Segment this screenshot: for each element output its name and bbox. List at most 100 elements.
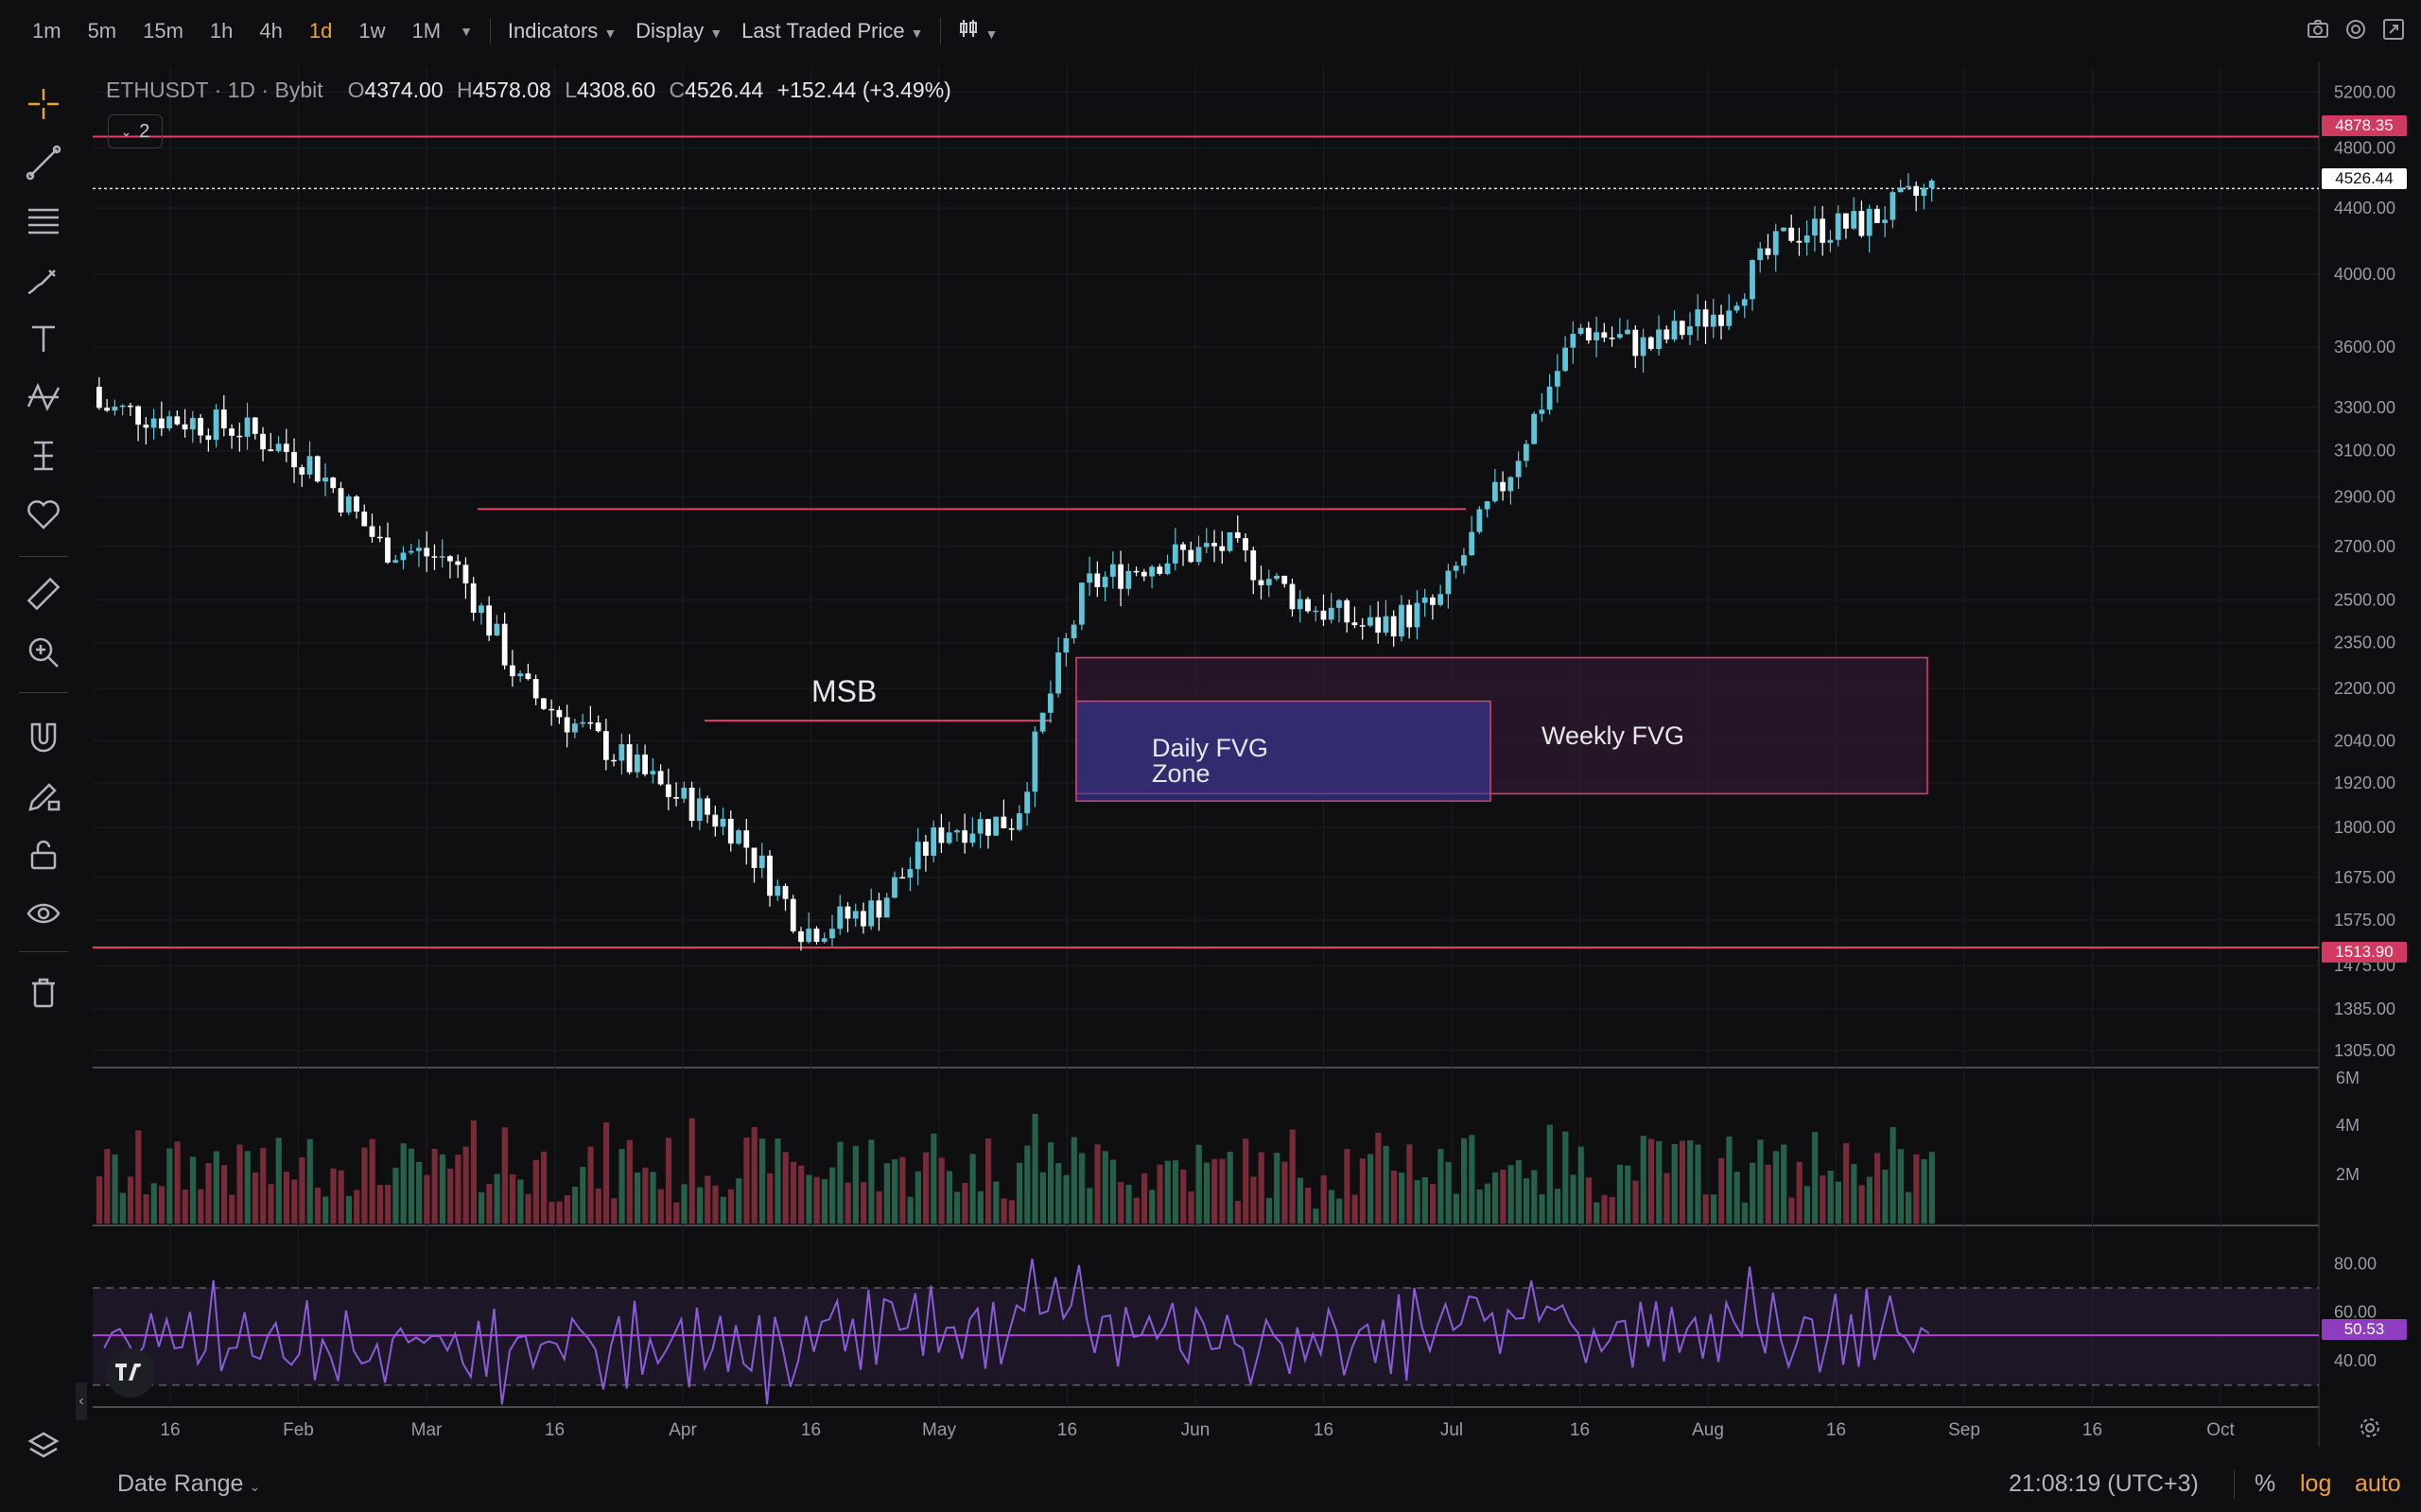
collapse-panel-handle[interactable]: ‹	[76, 1382, 87, 1420]
volume-bar	[1094, 1144, 1101, 1224]
daily-fvg-zone	[1075, 700, 1491, 802]
candle-body	[1647, 337, 1654, 350]
close-key: C	[669, 78, 686, 102]
timeframe-5m[interactable]: 5m	[87, 19, 117, 43]
chevron-down-icon: ▼	[603, 26, 618, 41]
camera-icon[interactable]	[2306, 17, 2330, 42]
time-tick-label: Jul	[1440, 1420, 1463, 1440]
auto-scale-toggle[interactable]: auto	[2355, 1470, 2401, 1497]
volume-bar	[112, 1154, 118, 1224]
zoom-tool[interactable]	[21, 630, 66, 675]
volume-bar	[1047, 1142, 1054, 1224]
candle-body	[479, 605, 484, 614]
lock-tool[interactable]	[21, 832, 66, 878]
candle-body	[119, 405, 126, 408]
display-button[interactable]: Display ▼	[626, 19, 732, 43]
volume-bar	[1055, 1163, 1062, 1224]
measure-tool[interactable]	[21, 433, 66, 478]
fullscreen-icon[interactable]	[2381, 17, 2406, 42]
timeframe-1M[interactable]: 1M	[411, 19, 442, 43]
candle-body	[220, 409, 227, 429]
candle-body	[1523, 443, 1529, 461]
volume-bar	[1632, 1180, 1639, 1224]
lock-drawing-tool[interactable]	[21, 773, 66, 819]
candle-body	[1274, 575, 1280, 580]
candle-body	[268, 449, 274, 452]
indicators-label: Indicators	[507, 19, 599, 43]
tradingview-logo[interactable]	[106, 1348, 155, 1398]
volume-bar	[1476, 1189, 1483, 1224]
text-tool[interactable]	[21, 316, 66, 361]
volume-bar	[189, 1156, 197, 1224]
candle-body	[681, 788, 688, 799]
timeframe-1h[interactable]: 1h	[209, 19, 234, 43]
date-range-button[interactable]: Date Range ⌄	[117, 1470, 260, 1498]
chart-type-button[interactable]: ▼	[949, 18, 1007, 44]
volume-bar	[143, 1194, 149, 1224]
candle-body	[1679, 321, 1685, 336]
candle-body	[1289, 583, 1296, 610]
candle-body	[1336, 600, 1342, 608]
axes: 5200.00 4800.00 4400.00 4000.00 3600.00 3300.…	[160, 83, 2395, 1440]
horizontal-lines-tool[interactable]	[21, 199, 66, 244]
volume-bar	[587, 1146, 594, 1224]
time-tick-label: Jun	[1181, 1420, 1210, 1440]
price-tick-label: 2700.00	[2334, 537, 2395, 556]
bottom-divider	[2234, 1470, 2235, 1499]
brush-tool[interactable]	[21, 257, 66, 303]
timeframe-4h[interactable]: 4h	[259, 19, 283, 43]
text-icon	[32, 325, 55, 352]
percent-scale-toggle[interactable]: %	[2255, 1470, 2276, 1497]
layers-icon	[27, 1432, 60, 1458]
candle-body	[962, 830, 968, 843]
timeframe-15m[interactable]: 15m	[143, 19, 183, 43]
settings-icon[interactable]	[2343, 17, 2368, 42]
volume-bar	[1243, 1138, 1249, 1224]
volume-bar	[1469, 1135, 1475, 1224]
candle-body	[1243, 538, 1248, 551]
volume-bar	[369, 1138, 375, 1224]
time-tick-label: Sep	[1948, 1420, 1980, 1440]
timeframe-1w[interactable]: 1w	[358, 19, 386, 43]
ruler-tool[interactable]	[21, 571, 66, 617]
candle-body	[135, 406, 142, 426]
indicators-button[interactable]: Indicators ▼	[498, 19, 626, 43]
visibility-tool[interactable]	[21, 891, 66, 936]
log-scale-toggle[interactable]: log	[2300, 1470, 2332, 1497]
symbol-name[interactable]: ETHUSDT · 1D · Bybit	[106, 78, 323, 102]
trend-line-tool[interactable]	[21, 140, 66, 185]
price-source-button[interactable]: Last Traded Price ▼	[732, 19, 932, 43]
volume-bar	[494, 1173, 500, 1224]
candle-body	[1906, 185, 1911, 188]
pattern-tool[interactable]	[21, 374, 66, 420]
axis-settings-button[interactable]	[2357, 1415, 2383, 1446]
volume-bar	[220, 1165, 228, 1224]
favorites-tool[interactable]	[21, 492, 66, 537]
price-tick-label: 1675.00	[2334, 868, 2395, 887]
clock-text[interactable]: 21:08:19 (UTC+3)	[2009, 1470, 2199, 1497]
candle-body	[1008, 827, 1015, 830]
timeframe-1d[interactable]: 1d	[308, 19, 333, 43]
magnet-tool[interactable]	[21, 715, 66, 760]
candle-body	[602, 731, 609, 760]
candle-body	[1055, 652, 1062, 694]
candle-body	[1351, 622, 1358, 626]
volume-bar	[1297, 1177, 1304, 1224]
indicator-collapse-button[interactable]: ⌄ 2	[108, 114, 163, 148]
volume-bar	[845, 1182, 851, 1224]
volume-tick-label: 2M	[2336, 1165, 2360, 1184]
volume-bar	[314, 1187, 322, 1224]
layers-tool[interactable]	[21, 1424, 66, 1469]
timeframe-dropdown-icon[interactable]: ▼	[460, 24, 473, 39]
volume-bar	[1234, 1200, 1242, 1224]
timeframe-1m[interactable]: 1m	[32, 19, 61, 43]
candle-body	[283, 443, 289, 452]
candle-body	[1500, 481, 1507, 492]
time-tick-label: Aug	[1692, 1420, 1724, 1440]
candle-body	[1570, 334, 1576, 348]
candle-body	[541, 698, 547, 709]
candle-body	[829, 929, 835, 939]
crosshair-tool[interactable]	[21, 81, 66, 127]
delete-tool[interactable]	[21, 970, 66, 1016]
